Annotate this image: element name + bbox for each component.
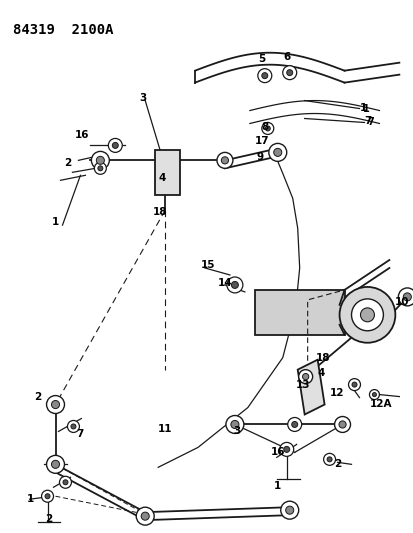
Circle shape bbox=[287, 417, 301, 431]
Text: 3: 3 bbox=[139, 93, 147, 102]
Text: 15: 15 bbox=[200, 260, 215, 270]
Text: 1: 1 bbox=[362, 103, 368, 114]
Text: 14: 14 bbox=[217, 278, 232, 288]
Circle shape bbox=[46, 455, 64, 473]
Circle shape bbox=[96, 156, 104, 164]
Text: 18: 18 bbox=[152, 207, 167, 217]
Circle shape bbox=[63, 480, 68, 485]
Circle shape bbox=[326, 457, 331, 462]
Circle shape bbox=[231, 281, 238, 288]
Text: 4: 4 bbox=[158, 173, 166, 183]
Text: 10: 10 bbox=[394, 297, 408, 307]
Circle shape bbox=[397, 288, 413, 306]
Text: 84319  2100A: 84319 2100A bbox=[13, 23, 113, 37]
Text: 1: 1 bbox=[52, 217, 59, 227]
Circle shape bbox=[279, 442, 293, 456]
Text: 7: 7 bbox=[76, 430, 84, 439]
Circle shape bbox=[45, 494, 50, 499]
Circle shape bbox=[273, 148, 281, 156]
Circle shape bbox=[348, 378, 360, 391]
Text: 3: 3 bbox=[233, 426, 240, 437]
Circle shape bbox=[51, 461, 59, 469]
Circle shape bbox=[351, 299, 382, 331]
Text: 4: 4 bbox=[317, 368, 325, 378]
Circle shape bbox=[216, 152, 233, 168]
Text: 2: 2 bbox=[64, 158, 71, 168]
Text: 12: 12 bbox=[330, 387, 344, 398]
Text: 7: 7 bbox=[367, 117, 373, 127]
Polygon shape bbox=[297, 360, 324, 415]
Circle shape bbox=[338, 421, 345, 428]
Text: 12A: 12A bbox=[369, 399, 392, 408]
Text: 8: 8 bbox=[261, 123, 268, 133]
Circle shape bbox=[141, 512, 149, 520]
Circle shape bbox=[402, 293, 411, 301]
Text: 2: 2 bbox=[45, 514, 52, 524]
Circle shape bbox=[285, 506, 293, 514]
Circle shape bbox=[257, 69, 271, 83]
Circle shape bbox=[283, 447, 289, 453]
Circle shape bbox=[360, 308, 373, 322]
Text: 2: 2 bbox=[333, 459, 340, 470]
Text: 11: 11 bbox=[157, 424, 172, 434]
Circle shape bbox=[368, 390, 378, 400]
Circle shape bbox=[112, 142, 118, 148]
Circle shape bbox=[91, 151, 109, 169]
Circle shape bbox=[94, 163, 106, 174]
Text: 1: 1 bbox=[359, 102, 366, 112]
Circle shape bbox=[71, 424, 76, 429]
Circle shape bbox=[97, 166, 102, 171]
Text: 5: 5 bbox=[258, 54, 265, 64]
Circle shape bbox=[67, 421, 79, 432]
Circle shape bbox=[280, 501, 298, 519]
Text: 7: 7 bbox=[363, 117, 370, 126]
Circle shape bbox=[136, 507, 154, 525]
Text: 2: 2 bbox=[34, 392, 41, 401]
Circle shape bbox=[59, 477, 71, 488]
Circle shape bbox=[339, 287, 394, 343]
Circle shape bbox=[51, 400, 59, 409]
Circle shape bbox=[265, 126, 270, 131]
Circle shape bbox=[221, 157, 228, 164]
Circle shape bbox=[226, 277, 242, 293]
Circle shape bbox=[261, 72, 267, 79]
Text: 16: 16 bbox=[75, 131, 90, 140]
FancyBboxPatch shape bbox=[254, 290, 344, 335]
Circle shape bbox=[225, 416, 243, 433]
Circle shape bbox=[268, 143, 286, 161]
Text: 17: 17 bbox=[254, 136, 268, 147]
Text: 16: 16 bbox=[270, 447, 284, 457]
Circle shape bbox=[108, 139, 122, 152]
Text: 9: 9 bbox=[256, 152, 263, 163]
Text: 1: 1 bbox=[273, 481, 281, 491]
Circle shape bbox=[41, 490, 53, 502]
Circle shape bbox=[230, 421, 238, 429]
Circle shape bbox=[323, 454, 335, 465]
Circle shape bbox=[302, 374, 308, 380]
Circle shape bbox=[372, 393, 375, 397]
Text: 13: 13 bbox=[295, 379, 309, 390]
Text: 1: 1 bbox=[27, 494, 34, 504]
Circle shape bbox=[291, 422, 297, 427]
Circle shape bbox=[286, 70, 292, 76]
Text: 18: 18 bbox=[315, 353, 329, 362]
Circle shape bbox=[298, 370, 312, 384]
Polygon shape bbox=[155, 150, 180, 195]
Circle shape bbox=[351, 382, 356, 387]
Circle shape bbox=[334, 416, 350, 432]
Text: 6: 6 bbox=[282, 52, 290, 62]
Circle shape bbox=[282, 66, 296, 79]
Circle shape bbox=[46, 395, 64, 414]
Circle shape bbox=[261, 123, 273, 134]
